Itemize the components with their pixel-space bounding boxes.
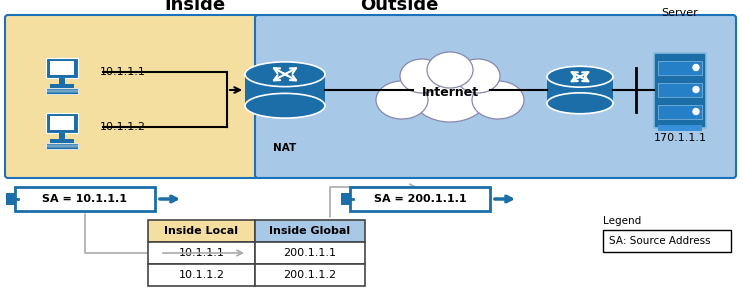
Text: Inside Local: Inside Local <box>164 226 239 236</box>
Circle shape <box>693 65 699 70</box>
Bar <box>46 88 78 94</box>
Bar <box>658 125 702 130</box>
Bar <box>148 220 255 242</box>
Ellipse shape <box>245 62 325 87</box>
Text: Outside: Outside <box>360 0 438 14</box>
Bar <box>50 116 74 129</box>
Text: SA = 200.1.1.1: SA = 200.1.1.1 <box>374 194 467 204</box>
Ellipse shape <box>400 59 444 93</box>
Text: 10.1.1.2: 10.1.1.2 <box>100 122 146 132</box>
Bar <box>341 193 350 205</box>
Bar <box>46 58 78 78</box>
Text: 10.1.1.2: 10.1.1.2 <box>178 270 224 280</box>
Ellipse shape <box>456 59 500 93</box>
Ellipse shape <box>547 93 613 114</box>
Bar <box>46 113 78 133</box>
Bar <box>547 77 613 103</box>
Text: Legend: Legend <box>603 216 641 226</box>
Ellipse shape <box>472 81 524 119</box>
Text: Inside Global: Inside Global <box>270 226 351 236</box>
Bar <box>255 220 365 242</box>
Bar <box>6 193 15 205</box>
Text: SA: Source Address: SA: Source Address <box>609 236 710 246</box>
Bar <box>46 143 78 149</box>
Ellipse shape <box>412 70 487 122</box>
Text: Internet: Internet <box>421 86 478 100</box>
Bar <box>59 78 65 84</box>
Bar <box>603 230 731 252</box>
Ellipse shape <box>245 93 325 118</box>
Ellipse shape <box>427 52 473 88</box>
Bar <box>50 84 74 88</box>
Text: 10.1.1.1: 10.1.1.1 <box>100 67 146 77</box>
Bar <box>50 139 74 143</box>
FancyBboxPatch shape <box>5 15 259 178</box>
Circle shape <box>693 109 699 114</box>
Text: 200.1.1.1: 200.1.1.1 <box>284 248 337 258</box>
Ellipse shape <box>547 66 613 87</box>
FancyBboxPatch shape <box>15 187 155 211</box>
Bar <box>658 104 702 118</box>
Bar <box>50 61 74 74</box>
Ellipse shape <box>376 81 428 119</box>
Text: SA = 10.1.1.1: SA = 10.1.1.1 <box>42 194 128 204</box>
Circle shape <box>693 86 699 93</box>
Bar <box>654 52 706 127</box>
FancyBboxPatch shape <box>255 15 736 178</box>
Bar <box>658 83 702 97</box>
FancyBboxPatch shape <box>350 187 490 211</box>
Text: 200.1.1.2: 200.1.1.2 <box>283 270 337 280</box>
Bar <box>148 264 255 286</box>
Bar <box>245 74 325 106</box>
Text: 170.1.1.1: 170.1.1.1 <box>654 133 707 143</box>
Text: 10.1.1.1: 10.1.1.1 <box>178 248 224 258</box>
Bar <box>255 264 365 286</box>
Bar <box>148 242 255 264</box>
Text: Inside: Inside <box>164 0 226 14</box>
Bar <box>59 133 65 139</box>
Text: NAT: NAT <box>273 143 296 153</box>
Bar <box>255 242 365 264</box>
Bar <box>658 61 702 74</box>
Text: Server: Server <box>661 8 698 18</box>
